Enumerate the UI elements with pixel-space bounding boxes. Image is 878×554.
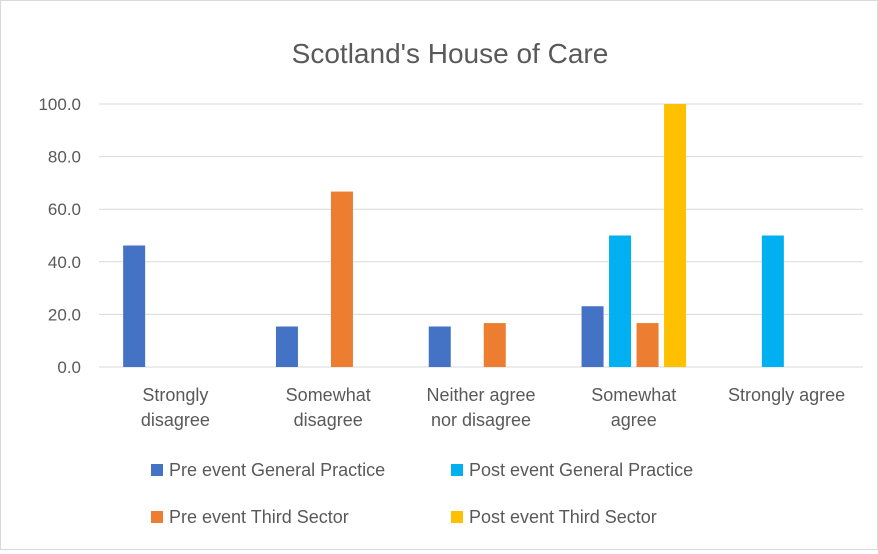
bar-3-3 (483, 323, 506, 367)
y-tick-label: 20.0 (48, 305, 81, 324)
legend-swatch (451, 464, 463, 476)
x-tick-label: Somewhat disagree (286, 385, 371, 430)
bar-1-4 (581, 306, 604, 367)
x-tick-label: Somewhat agree (591, 385, 676, 430)
bar-1-1 (123, 245, 146, 367)
bar-1-3 (428, 326, 451, 367)
bar-1-2 (275, 326, 298, 367)
x-tick-label: Strongly disagree (141, 385, 210, 430)
legend-swatch (451, 511, 463, 523)
bar-2-5 (761, 235, 784, 367)
bar-4-4 (664, 104, 687, 367)
legend: Pre event General Practice Post event Gen… (151, 460, 693, 527)
y-tick-label: 60.0 (48, 200, 81, 219)
legend-label: Post event General Practice (469, 460, 693, 480)
y-axis-tick-labels: 0.0 20.0 40.0 60.0 80.0 100.0 (38, 95, 81, 377)
legend-label: Pre event Third Sector (169, 507, 349, 527)
bar-3-4 (636, 323, 659, 367)
y-tick-label: 0.0 (57, 358, 81, 377)
x-tick-label: Strongly agree (728, 385, 845, 405)
legend-label: Pre event General Practice (169, 460, 385, 480)
y-tick-label: 80.0 (48, 148, 81, 167)
x-axis-tick-labels: Strongly disagree Somewhat disagree Neither … (141, 385, 845, 430)
legend-label: Post event Third Sector (469, 507, 657, 527)
bars (123, 104, 784, 367)
y-tick-label: 40.0 (48, 253, 81, 272)
x-tick-label: Neither agree nor disagree (426, 385, 535, 430)
bar-3-2 (330, 191, 353, 367)
chart-title: Scotland's House of Care (292, 38, 609, 69)
legend-swatch (151, 464, 163, 476)
bar-2-4 (609, 235, 632, 367)
gridlines (99, 103, 863, 368)
y-tick-label: 100.0 (38, 95, 81, 114)
legend-swatch (151, 511, 163, 523)
